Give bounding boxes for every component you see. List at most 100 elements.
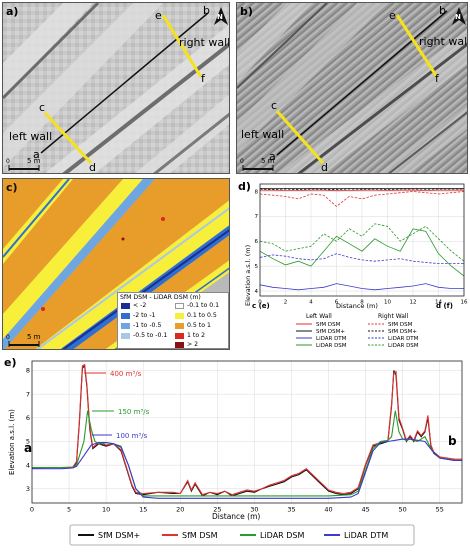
y-tick-label: 5 [26, 438, 30, 446]
left-wall-line [43, 111, 93, 165]
north-arrow-icon [452, 7, 466, 25]
x-tick-label: 5 [67, 506, 71, 514]
series-line [259, 191, 465, 207]
x-axis-label: Distance (m) [212, 512, 260, 521]
panel-a-map: a b c d e f left wall right wall N 0 5 m [3, 3, 230, 173]
series-line [259, 283, 464, 291]
x-tick-label: 14 [435, 300, 442, 306]
profile-chart-walls: d) 0 2 4 6 8 10 12 14 16 4 5 6 7 8 Elevation a.s.l. (… [238, 180, 468, 349]
y-axis-label: Elevation a.s.l. (m) [8, 409, 16, 475]
legend-item: SfM DSM+ [98, 531, 140, 540]
legend-left-item: LiDAR DSM [316, 343, 347, 349]
x-tick-label: 2 [284, 300, 288, 306]
scale-label: 5 m [27, 333, 41, 341]
panel-a-label: a) [6, 5, 19, 18]
scale-zero: 0 [6, 334, 10, 341]
legend-label: 0.1 to 0.5 [187, 312, 217, 319]
difference-legend: SfM DSM - LiDAR DSM (m) < -2 -2 to -1 -1… [117, 292, 229, 349]
x-tick-label: 12 [410, 300, 417, 306]
north-arrow-icon [214, 7, 228, 25]
annotation-400: 400 m³/s [84, 370, 142, 378]
legend-swatch [175, 313, 184, 319]
plot-frame [259, 183, 465, 297]
y-tick-label: 8 [26, 367, 30, 375]
panel-c: 0 5 m c) SfM DSM - LiDAR DSM (m) < -2 -2… [2, 178, 230, 350]
legend-right-item: SfM DSM [388, 322, 413, 328]
y-tick-label: 6 [26, 414, 30, 422]
legend-right-item: LiDAR DTM [388, 336, 419, 342]
legend-label: < -2 [133, 302, 147, 309]
series-line [32, 364, 462, 497]
legend-swatch [121, 303, 130, 309]
x-tick-label: 0 [258, 300, 262, 306]
point-e: e [389, 9, 396, 22]
right-wall-label: right wall [419, 35, 468, 48]
profile-line-ab [276, 10, 448, 156]
left-end-label: a [24, 441, 32, 455]
point-b: b [203, 4, 210, 17]
legend-item: SfM DSM [182, 531, 218, 540]
legend-label: 1 to 2 [187, 332, 206, 339]
point-a: a [33, 148, 40, 161]
y-tick-label: 6 [255, 239, 259, 245]
scale-zero: 0 [6, 158, 10, 165]
series-line [259, 253, 464, 264]
right-wall-label: right wall [179, 36, 230, 49]
x-tick-label: 4 [309, 300, 313, 306]
panel-d: d) 0 2 4 6 8 10 12 14 16 4 5 6 7 8 Elevation a.s.l. (… [236, 178, 468, 350]
legend-title: SfM DSM - LiDAR DSM (m) [120, 294, 201, 301]
legend-label: -1 to -0.5 [133, 322, 162, 329]
series-line [31, 363, 462, 496]
panel-b: a b c d e f left wall right wall N 0 5 m… [236, 2, 468, 174]
left-wall-label: left wall [241, 128, 284, 141]
legend-left-item: SfM DSM [316, 322, 341, 328]
y-tick-label: 8 [255, 189, 259, 195]
legend-swatch [121, 323, 130, 329]
legend-label: 0.5 to 1 [187, 322, 211, 329]
panel-a: a b c d e f left wall right wall N 0 5 m… [2, 2, 230, 174]
north-label: N [455, 13, 461, 21]
north-label: N [217, 13, 223, 21]
x-tick-label: 25 [213, 506, 221, 514]
x-tick-label: 30 [250, 506, 258, 514]
panel-b-label: b) [240, 5, 253, 18]
point-b: b [439, 4, 446, 17]
right-end-label: b [448, 434, 457, 448]
point-f: f [435, 72, 440, 85]
legend-label: -0.5 to -0.1 [133, 332, 168, 339]
point-f: f [201, 72, 206, 85]
x-tick-label: 50 [399, 506, 407, 514]
panel-d-label: d) [238, 180, 251, 193]
annotation-100-text: 100 m³/s [116, 432, 148, 440]
annotation-100: 100 m³/s [92, 432, 148, 440]
y-tick-label: 3 [26, 485, 30, 493]
profile-line-ab [40, 12, 209, 154]
x-tick-label: 6 [335, 300, 339, 306]
scale-label: 5 m [27, 157, 41, 165]
point-c: c [39, 101, 45, 114]
panel-b-map: a b c d e f left wall right wall N 0 5 m [237, 3, 468, 174]
y-tick-label: 7 [255, 214, 259, 220]
x-tick-label: 16 [461, 300, 468, 306]
legend-label: -0.1 to 0.1 [187, 302, 220, 309]
legend-swatch [121, 333, 130, 339]
x-tick-label: 15 [139, 506, 147, 514]
y-tick-label: 7 [26, 390, 30, 398]
profile-legend: Left Wall Right Wall SfM DSM SfM DSM SfM… [296, 313, 419, 349]
point-a: a [269, 150, 276, 163]
legend-swatch [121, 313, 130, 319]
series-line [259, 228, 465, 277]
x-tick-label: 35 [287, 506, 295, 514]
panel-e-label: e) [4, 356, 17, 369]
x-tick-label: 8 [360, 300, 364, 306]
legend-left-item: SfM DSM+ [316, 329, 345, 335]
left-end-label: c (e) [252, 302, 270, 310]
right-wall-line [161, 14, 203, 78]
legend-swatch [175, 342, 184, 348]
point-d: d [321, 161, 328, 174]
y-tick-label: 5 [255, 264, 259, 270]
profile-legend: SfM DSM+ SfM DSM LiDAR DSM LiDAR DTM [69, 524, 415, 546]
left-wall-label: left wall [9, 130, 52, 143]
series-line [32, 410, 462, 497]
